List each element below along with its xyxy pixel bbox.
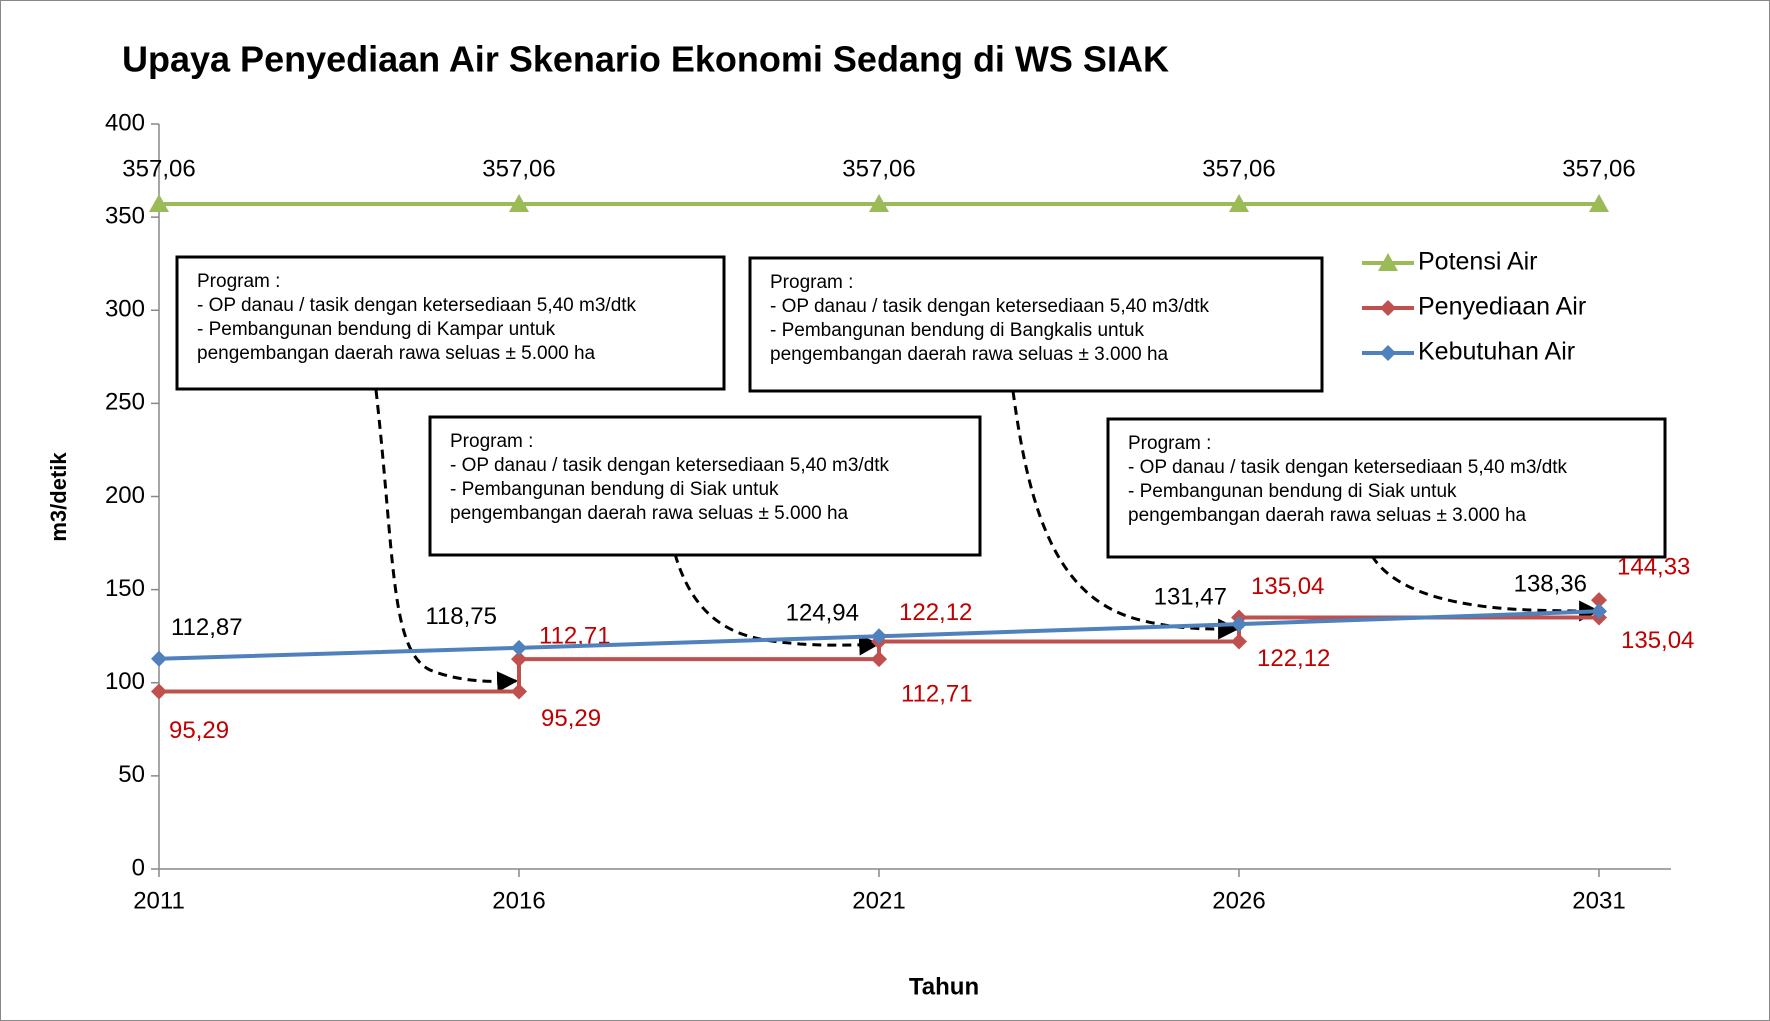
annotation: Program : - OP danau / tasik dengan keter… xyxy=(175,255,726,391)
annotation-text: - Pembangunan bendung di Siak untuk xyxy=(1128,481,1457,502)
annotation: Program : - OP danau / tasik dengan keter… xyxy=(748,256,1324,393)
data-label: 357,06 xyxy=(482,155,555,182)
data-label: 122,12 xyxy=(1257,645,1330,672)
x-tick-label: 2021 xyxy=(852,887,905,914)
legend-label: Penyediaan Air xyxy=(1418,293,1586,321)
annotation: Program : - OP danau / tasik dengan keter… xyxy=(428,415,982,557)
legend-label: Kebutuhan Air xyxy=(1418,338,1575,366)
annotation-text: pengembangan daerah rawa seluas ± 3.000 … xyxy=(770,344,1169,365)
marker xyxy=(871,628,887,645)
data-label: 357,06 xyxy=(842,155,915,182)
annotation-text: Program : xyxy=(450,431,533,452)
marker xyxy=(871,651,887,668)
y-tick-label: 200 xyxy=(105,482,145,509)
data-label: 135,04 xyxy=(1621,627,1694,654)
annotation-text: - OP danau / tasik dengan ketersediaan 5… xyxy=(197,295,637,316)
marker xyxy=(511,683,527,700)
marker xyxy=(509,193,529,212)
data-label: 112,87 xyxy=(171,614,243,641)
annotation: Program : - OP danau / tasik dengan keter… xyxy=(1106,417,1667,559)
y-tick-label: 400 xyxy=(105,109,145,136)
annotation-box xyxy=(428,415,982,557)
legend-marker xyxy=(1380,345,1396,361)
annotation-text: - Pembangunan bendung di Bangkalis untuk xyxy=(770,320,1144,341)
data-label: 135,04 xyxy=(1251,573,1324,600)
annotation-text: Program : xyxy=(197,271,280,292)
arrow xyxy=(673,553,881,656)
marker xyxy=(151,650,167,667)
legend-label: Potensi Air xyxy=(1418,248,1538,276)
x-tick-label: 2031 xyxy=(1572,887,1625,914)
y-tick-label: 150 xyxy=(105,575,145,602)
data-label: 357,06 xyxy=(122,155,195,182)
y-tick-label: 0 xyxy=(132,854,145,881)
annotation-box xyxy=(175,255,726,391)
annotation-text: - OP danau / tasik dengan ketersediaan 5… xyxy=(770,296,1210,317)
annotation-text: - OP danau / tasik dengan ketersediaan 5… xyxy=(450,455,890,476)
annotation-text: pengembangan daerah rawa seluas ± 5.000 … xyxy=(197,343,596,364)
marker xyxy=(149,193,169,212)
y-tick-label: 50 xyxy=(118,761,145,788)
data-label: 357,06 xyxy=(1202,155,1275,182)
marker xyxy=(1591,592,1607,609)
annotation-box xyxy=(748,256,1324,393)
data-label: 118,75 xyxy=(425,603,497,630)
data-label: 122,12 xyxy=(899,599,972,626)
annotation-box xyxy=(1106,417,1667,559)
annotation-text: pengembangan daerah rawa seluas ± 3.000 … xyxy=(1128,505,1527,526)
annotation-text: pengembangan daerah rawa seluas ± 5.000 … xyxy=(450,503,849,524)
y-axis-label: m3/detik xyxy=(46,452,71,542)
marker xyxy=(869,193,889,212)
marker xyxy=(1591,603,1607,620)
x-tick-label: 2011 xyxy=(133,887,185,914)
marker xyxy=(1231,616,1247,633)
marker xyxy=(151,683,167,700)
marker xyxy=(511,651,527,668)
data-label: 138,36 xyxy=(1514,571,1587,598)
legend-marker xyxy=(1378,253,1398,271)
data-label: 95,29 xyxy=(169,717,229,744)
x-tick-label: 2026 xyxy=(1212,887,1265,914)
data-label: 131,47 xyxy=(1154,583,1227,610)
legend-marker xyxy=(1380,300,1396,316)
data-label: 144,33 xyxy=(1617,554,1690,581)
y-tick-label: 350 xyxy=(105,202,145,229)
x-tick-label: 2016 xyxy=(492,887,545,914)
marker xyxy=(1229,193,1249,212)
annotation-text: Program : xyxy=(1128,433,1211,454)
x-axis-label: Tahun xyxy=(909,973,979,1000)
data-label: 357,06 xyxy=(1562,155,1635,182)
chart-title: Upaya Penyediaan Air Skenario Ekonomi Se… xyxy=(122,39,1169,80)
data-label: 124,94 xyxy=(786,600,859,627)
data-label: 95,29 xyxy=(541,705,601,732)
marker xyxy=(511,639,527,656)
annotation-text: - Pembangunan bendung di Siak untuk xyxy=(450,479,779,500)
annotation-text: - Pembangunan bendung di Kampar untuk xyxy=(197,319,556,340)
annotation-text: - OP danau / tasik dengan ketersediaan 5… xyxy=(1128,457,1568,478)
y-tick-label: 100 xyxy=(105,668,145,695)
data-label: 112,71 xyxy=(901,680,973,707)
arrow xyxy=(374,389,519,693)
marker xyxy=(1589,193,1609,212)
y-tick-label: 250 xyxy=(105,389,145,416)
annotation-text: Program : xyxy=(770,272,853,293)
marker xyxy=(1231,633,1247,650)
y-tick-label: 300 xyxy=(105,296,145,323)
